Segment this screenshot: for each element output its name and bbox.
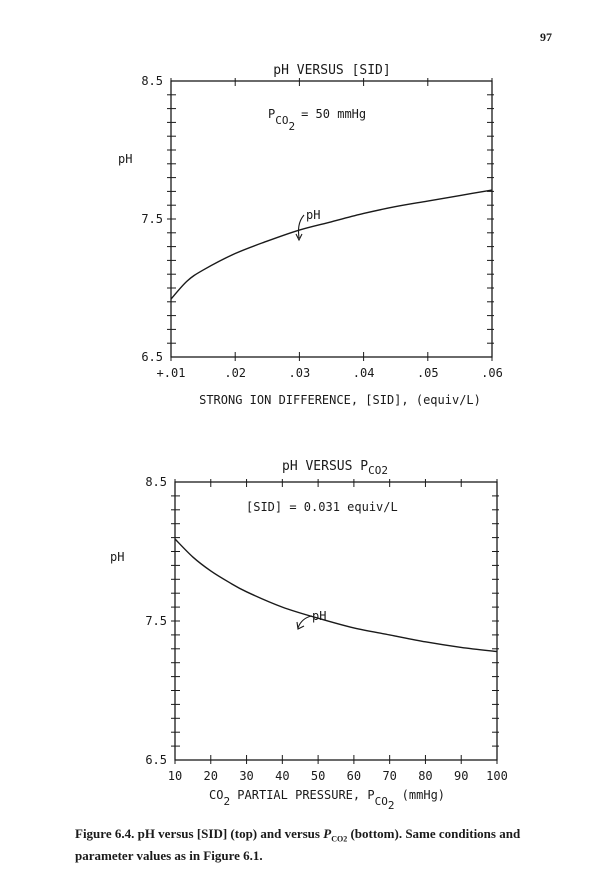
caption-p-symbol: P — [323, 826, 332, 841]
x-axis-label: CO2 PARTIAL PRESSURE, PCO2 (mmHg) — [209, 788, 445, 812]
x-tick-label: 20 — [204, 769, 218, 783]
y-tick-label: 8.5 — [145, 475, 167, 489]
page-number: 97 — [540, 30, 552, 44]
y-tick-label: 8.5 — [141, 74, 163, 88]
y-axis-label: pH — [118, 152, 132, 166]
y-tick-label: 6.5 — [141, 350, 163, 364]
curve-label-arrowhead — [295, 233, 303, 242]
y-tick-label: 6.5 — [145, 753, 167, 767]
x-tick-label: 50 — [311, 769, 325, 783]
y-tick-label: 7.5 — [141, 212, 163, 226]
x-tick-label: 60 — [347, 769, 361, 783]
x-tick-label: 80 — [418, 769, 432, 783]
chart-title: pH VERSUS PCO2 — [282, 459, 388, 477]
x-tick-label: .03 — [289, 366, 311, 380]
y-tick-label: 7.5 — [145, 614, 167, 628]
curve-label: pH — [306, 208, 320, 222]
x-axis-label: STRONG ION DIFFERENCE, [SID], (equiv/L) — [199, 393, 481, 407]
chart-title: pH VERSUS [SID] — [273, 63, 390, 78]
curve-label-arrow — [297, 615, 313, 629]
x-tick-label: .02 — [224, 366, 246, 380]
caption-text-b: (bottom). Same conditions and parameter … — [75, 826, 521, 863]
pco2-annotation: PCO2= 50 mmHg — [268, 107, 366, 133]
caption-lead: Figure 6.4. — [75, 826, 135, 841]
ph-vs-sid-chart: pH VERSUS [SID] PCO2= 50 mmHg pH STRONG … — [118, 63, 503, 407]
x-tick-label: 100 — [486, 769, 508, 783]
series-line-ph — [174, 538, 498, 653]
sid-annotation: [SID] = 0.031 equiv/L — [246, 500, 398, 514]
x-tick-label: +.01 — [157, 366, 186, 380]
x-tick-label: 30 — [239, 769, 253, 783]
x-tick-label: 70 — [382, 769, 396, 783]
plot-frame — [174, 481, 498, 761]
figure-caption: Figure 6.4. pH versus [SID] (top) and ve… — [75, 826, 575, 864]
x-tick-label: .06 — [481, 366, 503, 380]
series-line-ph — [170, 189, 493, 300]
caption-p-sub: CO2 — [331, 834, 348, 844]
curve-label-arrow — [297, 214, 305, 239]
y-axis-label: pH — [110, 550, 124, 564]
ph-vs-pco2-chart: pH VERSUS PCO2 [SID] = 0.031 equiv/L pH … — [110, 459, 508, 812]
x-tick-label: 10 — [168, 769, 182, 783]
caption-text-a: pH versus [SID] (top) and versus — [134, 826, 324, 841]
x-tick-label: 40 — [275, 769, 289, 783]
x-tick-label: 90 — [454, 769, 468, 783]
curve-label: pH — [312, 609, 326, 623]
x-tick-label: .04 — [353, 366, 375, 380]
x-tick-label: .05 — [417, 366, 439, 380]
curve-label-arrowhead — [296, 621, 305, 630]
